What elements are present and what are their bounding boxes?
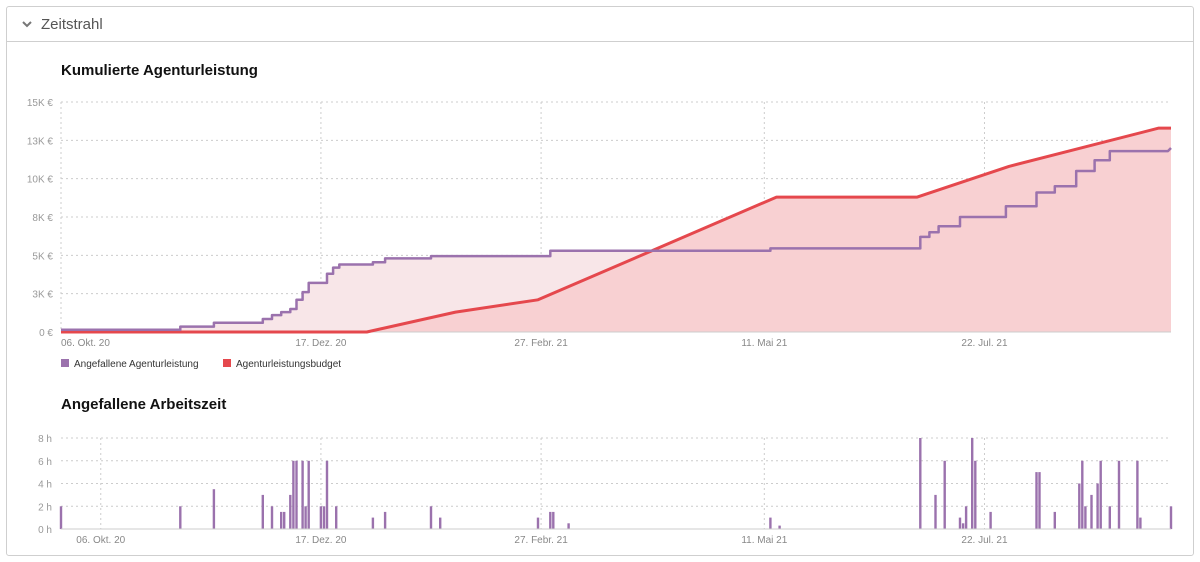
worktime-chart-title: Angefallene Arbeitszeit (61, 396, 227, 413)
timeline-panel: Zeitstrahl (6, 6, 1194, 556)
cumulative-chart-title: Kumulierte Agenturleistung (61, 62, 258, 79)
panel-title: Zeitstrahl (41, 15, 103, 33)
timeline-panel-header[interactable]: Zeitstrahl (7, 7, 1193, 42)
chevron-down-icon[interactable] (19, 16, 35, 32)
